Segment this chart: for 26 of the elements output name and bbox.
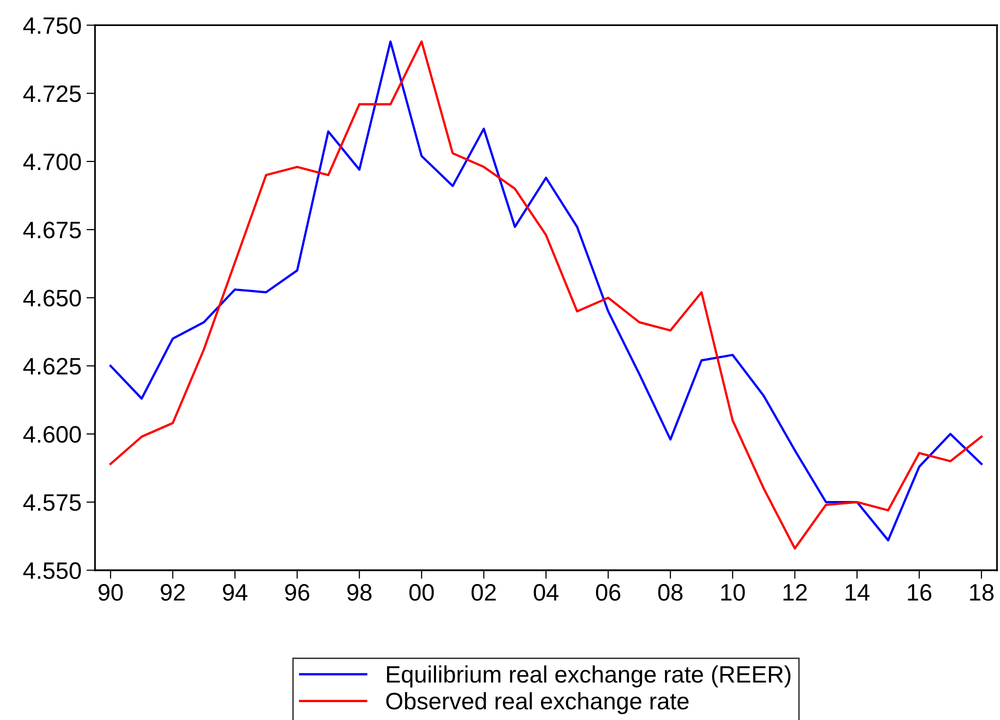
- x-tick-label: 98: [347, 584, 372, 601]
- legend-label: Equilibrium real exchange rate (REER): [387, 665, 790, 688]
- y-tick-label: 4.700: [23, 154, 81, 170]
- x-tick-label: 92: [160, 584, 185, 601]
- x-tick-label: 00: [409, 584, 434, 601]
- x-tick-label: 18: [970, 584, 994, 601]
- x-tick-label: 08: [658, 584, 683, 601]
- y-tick-label: 4.625: [23, 358, 81, 375]
- y-tick-label: 4.550: [23, 562, 81, 580]
- x-tick-label: 96: [285, 584, 310, 601]
- y-tick-label: 4.600: [23, 426, 81, 443]
- legend-label: Observed real exchange rate: [386, 692, 689, 714]
- x-tick-label: 04: [534, 584, 558, 601]
- x-tick-label: 02: [472, 584, 496, 601]
- y-tick-label: 4.725: [23, 85, 81, 102]
- x-tick-label: 14: [846, 584, 870, 601]
- y-tick-label: 4.750: [23, 17, 81, 34]
- x-tick-label: 06: [596, 584, 620, 601]
- x-tick-label: 12: [784, 584, 807, 601]
- y-tick-label: 4.675: [23, 222, 81, 238]
- y-tick-label: 4.575: [23, 494, 81, 511]
- x-tick-label: 16: [908, 584, 932, 601]
- y-tick-label: 4.650: [23, 290, 81, 307]
- x-tick-label: 10: [721, 584, 745, 601]
- x-tick-label: 94: [222, 584, 248, 601]
- x-tick-label: 90: [98, 584, 123, 601]
